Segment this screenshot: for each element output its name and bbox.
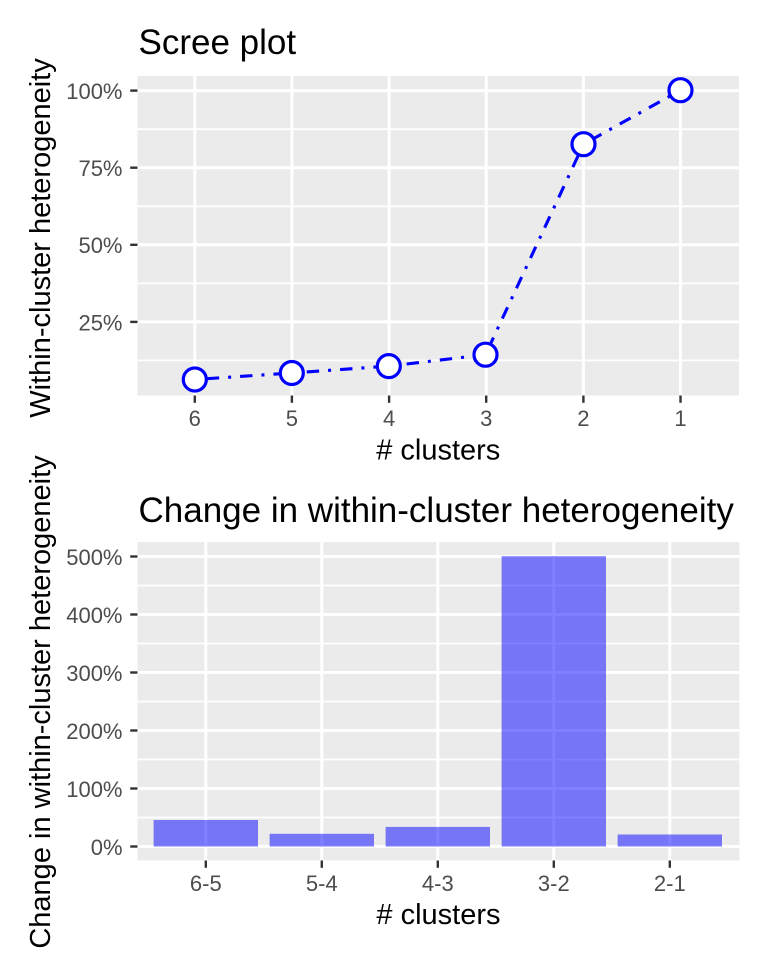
svg-text:3: 3 bbox=[480, 406, 492, 431]
svg-text:25%: 25% bbox=[78, 310, 122, 335]
svg-text:100%: 100% bbox=[66, 777, 122, 802]
svg-text:Change in within-cluster heter: Change in within-cluster heterogeneity bbox=[25, 455, 57, 949]
svg-text:50%: 50% bbox=[78, 233, 122, 258]
svg-text:200%: 200% bbox=[66, 719, 122, 744]
svg-text:# clusters: # clusters bbox=[376, 899, 500, 931]
svg-text:3-2: 3-2 bbox=[538, 871, 570, 896]
svg-text:100%: 100% bbox=[66, 79, 122, 104]
svg-text:Change in within-cluster heter: Change in within-cluster heterogeneity bbox=[139, 491, 735, 530]
svg-text:6: 6 bbox=[189, 406, 201, 431]
svg-text:4: 4 bbox=[383, 406, 395, 431]
svg-text:1: 1 bbox=[674, 406, 686, 431]
svg-text:2: 2 bbox=[577, 406, 589, 431]
svg-text:500%: 500% bbox=[66, 545, 122, 570]
svg-text:# clusters: # clusters bbox=[376, 435, 500, 467]
svg-text:Within-cluster heterogeneity: Within-cluster heterogeneity bbox=[25, 58, 57, 418]
svg-text:6-5: 6-5 bbox=[190, 871, 222, 896]
svg-text:Scree plot: Scree plot bbox=[139, 23, 297, 62]
svg-text:5: 5 bbox=[286, 406, 298, 431]
svg-text:75%: 75% bbox=[78, 156, 122, 181]
svg-text:300%: 300% bbox=[66, 661, 122, 686]
svg-text:2-1: 2-1 bbox=[654, 871, 686, 896]
svg-text:0%: 0% bbox=[91, 835, 123, 860]
svg-text:4-3: 4-3 bbox=[422, 871, 454, 896]
svg-text:5-4: 5-4 bbox=[306, 871, 338, 896]
svg-text:400%: 400% bbox=[66, 603, 122, 628]
